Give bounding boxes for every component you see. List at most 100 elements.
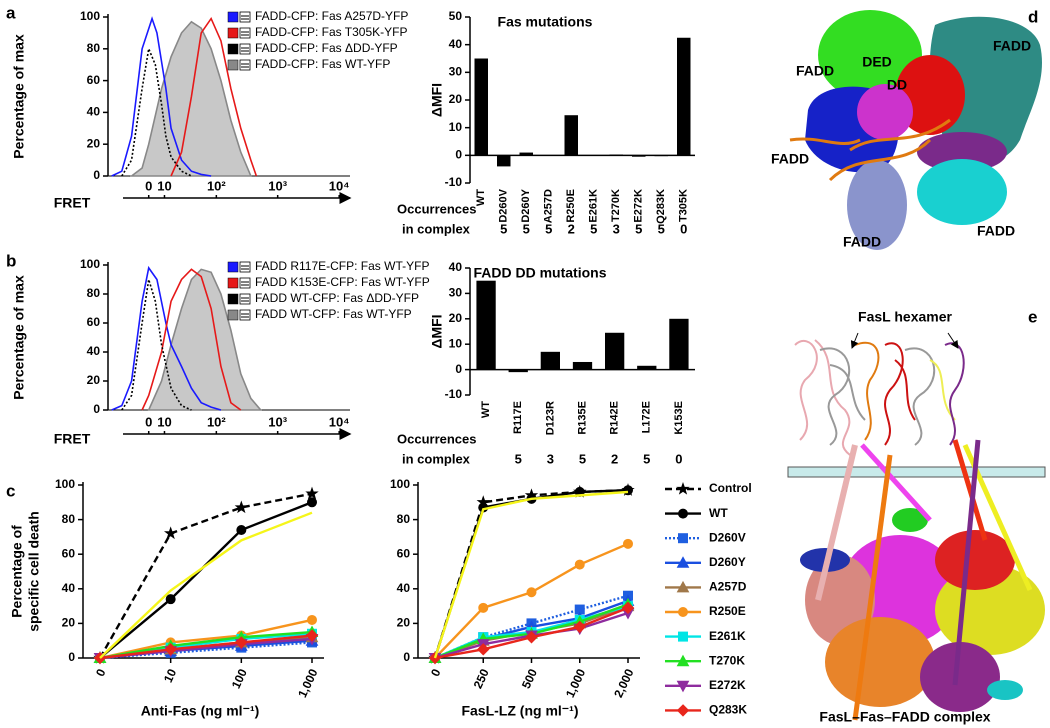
y-tick-label: 40 <box>62 581 76 595</box>
y-axis-label: ΔMFI <box>429 314 445 348</box>
y-tick-label: 40 <box>87 105 101 119</box>
membrane <box>787 466 1046 478</box>
structure-label: DED <box>862 54 892 70</box>
y-tick-label: 20 <box>397 616 411 630</box>
occurrence-label: in complex <box>402 221 471 236</box>
line <box>434 594 629 660</box>
marker <box>236 524 247 535</box>
x-tick-label: 500 <box>519 666 540 690</box>
y-tick-label: 60 <box>397 546 411 560</box>
legend-icon <box>239 59 251 71</box>
fas-ribbon <box>987 680 1023 700</box>
legend-label: Q283K <box>709 703 747 717</box>
y-tick-label: 60 <box>87 73 101 87</box>
y-tick-label: 40 <box>449 37 463 51</box>
y-axis-label: Percentage of max <box>11 275 27 400</box>
y-tick-label: 50 <box>449 9 463 23</box>
legend-icon <box>239 261 251 273</box>
legend-label: WT <box>709 506 728 520</box>
line <box>121 279 192 411</box>
occurrence-count: 5 <box>635 221 642 236</box>
occurrence-count: 3 <box>613 221 620 236</box>
y-tick-label: 100 <box>80 257 100 271</box>
y-tick-label: 30 <box>449 65 463 79</box>
marker <box>305 486 319 500</box>
x-tick-label: D260V <box>498 188 510 222</box>
bar <box>605 332 625 370</box>
bar <box>609 154 623 156</box>
legend-swatch <box>227 27 239 39</box>
fas-stalk <box>860 443 932 522</box>
x-tick-label: R117E <box>512 401 524 434</box>
x-tick-label: E261K <box>588 189 600 223</box>
legend-label: D260Y <box>709 555 746 569</box>
y-tick-label: 40 <box>449 260 463 274</box>
x-tick-label: 10³ <box>268 178 287 193</box>
marker <box>676 556 690 568</box>
x-tick-label: 10⁴ <box>329 414 350 429</box>
legend-label: FADD WT-CFP: Fas ΔDD-YFP <box>255 291 419 305</box>
y-tick-label: 40 <box>397 581 411 595</box>
y-tick-label: 10 <box>449 336 463 350</box>
line <box>141 268 242 411</box>
marker <box>478 602 489 613</box>
structure-title: FasL hexamer <box>858 309 952 325</box>
marker <box>307 497 317 508</box>
y-tick-label: 80 <box>397 512 411 526</box>
x-tick-label: WT <box>475 189 487 206</box>
fas-stalk <box>952 439 988 541</box>
line <box>99 511 313 659</box>
line <box>98 492 313 659</box>
x-tick-label: 10² <box>207 178 226 193</box>
y-axis-label: Percentage of max <box>11 34 27 159</box>
x-tick-label: 1,000 <box>563 666 589 699</box>
marker <box>526 587 537 598</box>
bar <box>519 152 533 156</box>
panel-label: c <box>6 481 15 500</box>
bar <box>564 115 578 156</box>
y-tick-label: 80 <box>87 41 101 55</box>
y-tick-label: 20 <box>449 92 463 106</box>
fadd-surface <box>857 84 913 140</box>
marker <box>234 500 249 514</box>
structure-caption: FasL–Fas–FADD complex <box>819 709 990 725</box>
legend-swatch <box>227 11 239 23</box>
x-tick-label: 0 <box>145 178 152 193</box>
marker <box>676 654 690 667</box>
panel-label: e <box>1028 307 1037 326</box>
legend-label: FADD-CFP: Fas WT-YFP <box>255 57 390 71</box>
legend-label: R250E <box>709 604 746 618</box>
panel-label: a <box>6 3 16 22</box>
x-axis-label: FasL-LZ (ng ml⁻¹) <box>461 703 578 719</box>
x-tick-label: 10 <box>157 414 171 429</box>
x-tick-label: 0 <box>93 666 109 678</box>
y-tick-label: 100 <box>390 477 410 491</box>
y-tick-label: 0 <box>93 168 100 182</box>
legend-label: E261K <box>709 629 746 643</box>
occurrence-count: 5 <box>545 221 552 236</box>
y-tick-label: 80 <box>62 512 76 526</box>
bar <box>587 155 601 156</box>
y-tick-label: 80 <box>87 286 101 300</box>
line <box>121 45 192 177</box>
structure-label: FADD <box>796 63 834 79</box>
fadd-surface <box>917 159 1007 225</box>
bar <box>677 37 691 156</box>
occurrence-label: Occurrences <box>397 201 477 216</box>
structure-label: FADD <box>977 223 1015 239</box>
marker <box>676 704 690 717</box>
x-tick-label: D260Y <box>520 188 532 222</box>
y-tick-label: 60 <box>87 315 101 329</box>
fas-ribbon <box>789 118 951 182</box>
x-tick-label: L172E <box>641 401 653 433</box>
occurrence-count: 5 <box>523 221 530 236</box>
legend-label: D260V <box>709 530 746 544</box>
legend-swatch <box>227 293 239 305</box>
x-tick-label: R142E <box>609 401 621 435</box>
panel-label: b <box>6 251 16 270</box>
marker <box>623 538 633 549</box>
x-tick-label: T270K <box>610 189 622 222</box>
fas-ribbon <box>892 508 928 532</box>
x-axis-label: FRET <box>54 431 91 447</box>
marker <box>676 580 690 593</box>
